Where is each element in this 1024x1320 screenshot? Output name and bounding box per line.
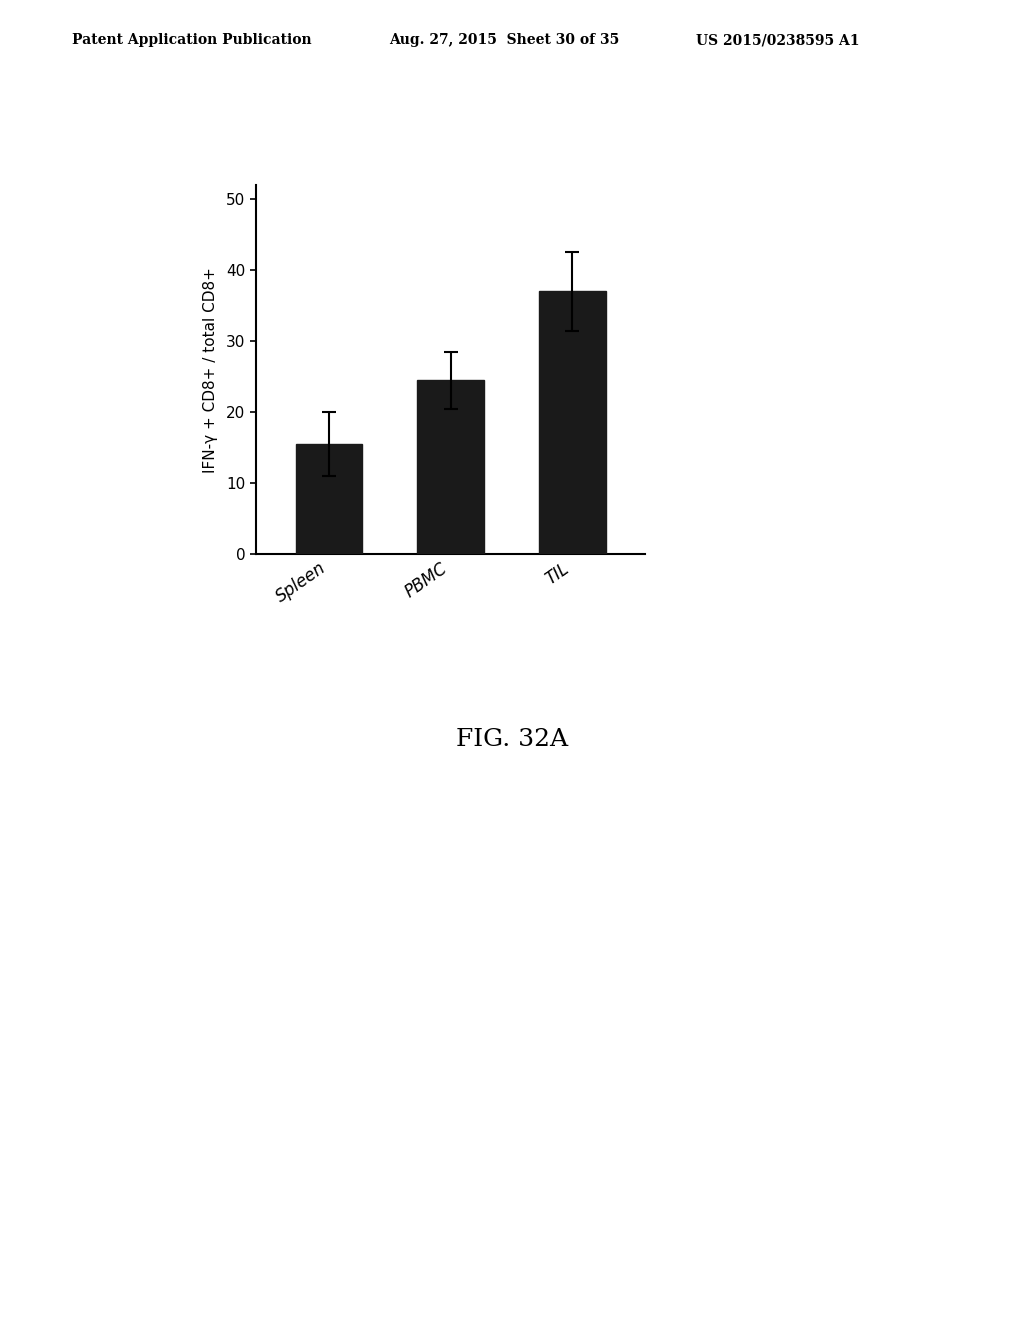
Y-axis label: IFN-γ + CD8+ / total CD8+: IFN-γ + CD8+ / total CD8+ xyxy=(203,267,218,473)
Bar xyxy=(417,380,484,554)
Text: Aug. 27, 2015  Sheet 30 of 35: Aug. 27, 2015 Sheet 30 of 35 xyxy=(389,33,620,48)
Text: US 2015/0238595 A1: US 2015/0238595 A1 xyxy=(696,33,860,48)
Bar xyxy=(539,292,605,554)
Text: FIG. 32A: FIG. 32A xyxy=(456,727,568,751)
Text: Patent Application Publication: Patent Application Publication xyxy=(72,33,311,48)
Bar xyxy=(296,445,362,554)
